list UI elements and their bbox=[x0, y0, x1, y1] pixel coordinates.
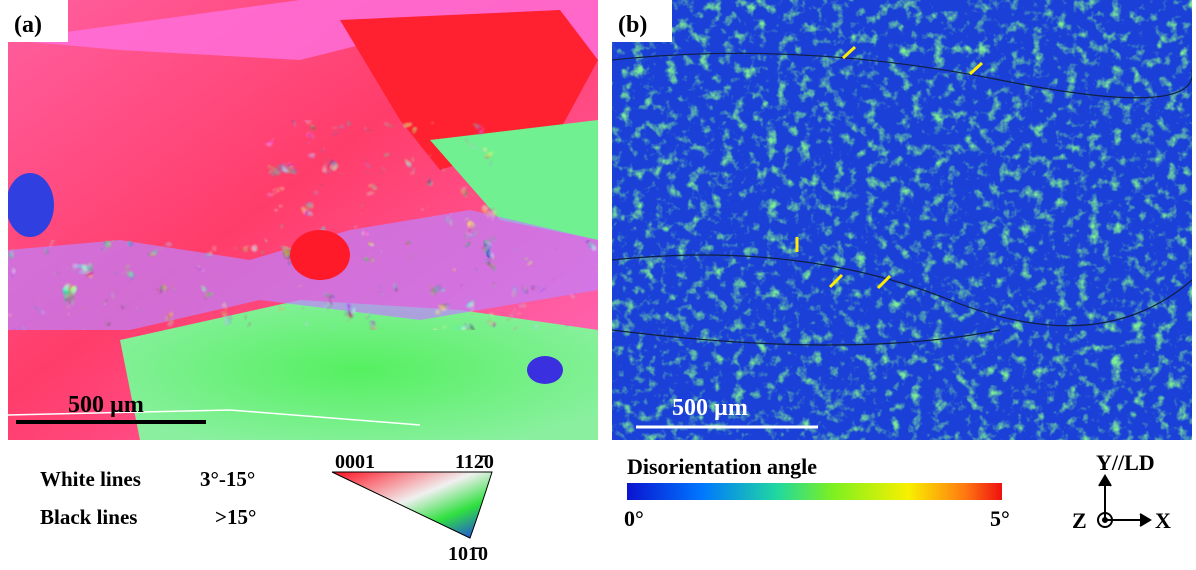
ipf-label: 101̄0 bbox=[448, 543, 488, 565]
axes-icon bbox=[1097, 474, 1152, 528]
ipf-label: 0001 bbox=[335, 451, 375, 473]
scale-label: 500 µm bbox=[68, 392, 144, 418]
legend-text: 3°-15° bbox=[200, 467, 255, 491]
legend-text: White lines bbox=[40, 467, 141, 491]
colorbar-label: 5° bbox=[990, 506, 1010, 531]
panel-label: (a) bbox=[14, 12, 42, 38]
legend-text: >15° bbox=[215, 505, 256, 529]
axis-label: X bbox=[1155, 508, 1171, 533]
label-bg bbox=[612, 0, 672, 42]
colorbar-title: Disorientation angle bbox=[627, 454, 817, 479]
label-bg bbox=[8, 0, 68, 42]
axis-label: Z bbox=[1072, 508, 1087, 533]
arrows bbox=[795, 45, 984, 290]
ipf-map bbox=[8, 0, 598, 440]
scale-label: 500 µm bbox=[672, 395, 748, 421]
ipf-key bbox=[331, 471, 493, 539]
kam-map bbox=[612, 0, 1192, 440]
colorbar-label: 0° bbox=[624, 506, 644, 531]
colorbar bbox=[627, 483, 1002, 500]
panel-label: (b) bbox=[618, 12, 647, 38]
axis-label: Y//LD bbox=[1096, 450, 1155, 475]
legend-text: Black lines bbox=[40, 505, 137, 529]
ipf-label: 112̄0 bbox=[455, 451, 494, 473]
